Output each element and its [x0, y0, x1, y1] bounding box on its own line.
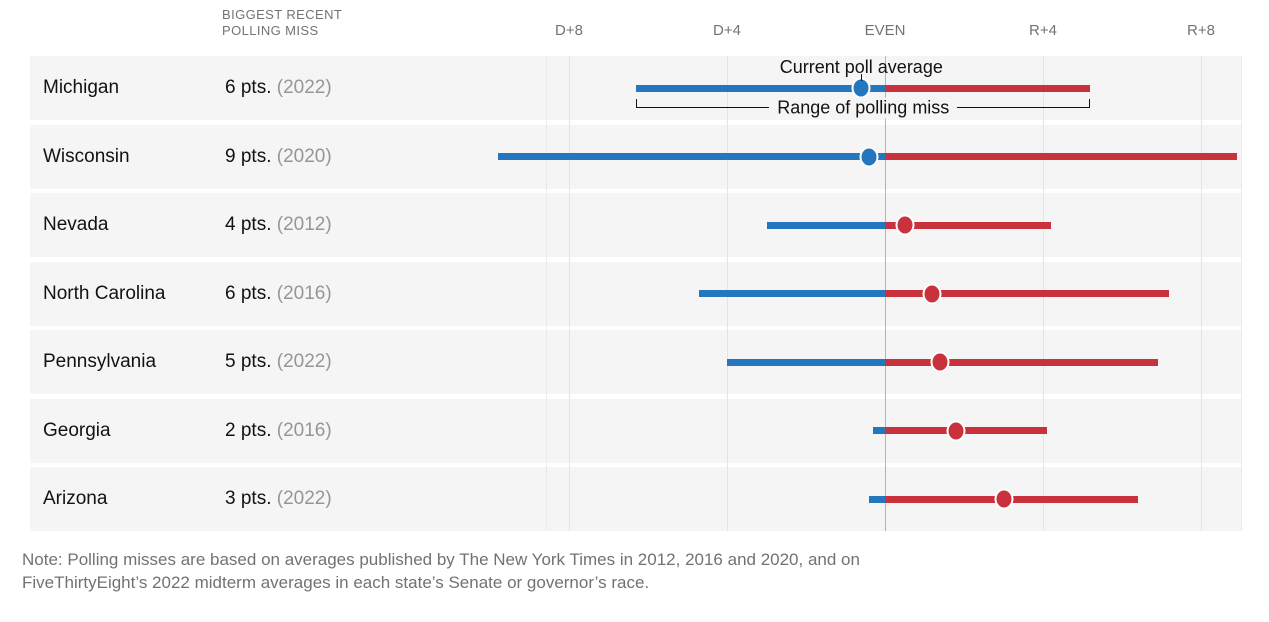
- dem-range-segment: [497, 153, 885, 160]
- state-label: Arizona: [43, 488, 108, 509]
- miss-year: (2022): [276, 488, 332, 509]
- rep-range-segment: [885, 495, 1138, 503]
- miss-points: 2 pts.: [225, 419, 272, 441]
- miss-points: 4 pts.: [225, 214, 272, 235]
- footnote: Note: Polling misses are based on averag…: [22, 548, 860, 594]
- polling-miss-label: 3 pts. (2022): [225, 488, 332, 510]
- plot-left-edge: [545, 56, 547, 531]
- bracket-left-elbow: [636, 99, 864, 108]
- rep-range-segment: [885, 153, 1237, 160]
- miss-year: (2020): [276, 145, 332, 167]
- miss-points: 6 pts.: [225, 77, 272, 98]
- dem-range-segment: [727, 358, 885, 366]
- range-annotation-label: Range of polling miss: [769, 97, 958, 119]
- poll-average-dot: [996, 490, 1011, 508]
- state-label: Georgia: [43, 419, 111, 441]
- plot-right-edge: [1240, 56, 1242, 531]
- polling-miss-label: 9 pts. (2020): [225, 146, 332, 168]
- polling-miss-label: 6 pts. (2022): [225, 77, 332, 99]
- gridline: [1200, 56, 1202, 531]
- poll-average-dot: [924, 285, 940, 302]
- poll-average-dot: [861, 148, 877, 165]
- rep-range-segment: [885, 358, 1158, 366]
- state-label: Michigan: [43, 77, 120, 98]
- miss-points: 6 pts.: [225, 282, 272, 304]
- miss-year: (2016): [276, 419, 332, 441]
- axis-tick-label: D+8: [555, 22, 583, 39]
- polling-miss-label: 4 pts. (2012): [225, 214, 332, 236]
- miss-year: (2022): [276, 77, 332, 98]
- state-label: Pennsylvania: [43, 351, 157, 372]
- dem-range-segment: [699, 290, 885, 297]
- poll-average-dot: [897, 216, 913, 234]
- state-label: North Carolina: [43, 282, 166, 304]
- poll-average-dot: [948, 422, 964, 439]
- current-poll-average-annotation: Current poll average: [779, 57, 943, 77]
- polling-miss-label: 6 pts. (2016): [225, 283, 332, 305]
- range-of-polling-miss-bracket: Range of polling miss: [636, 97, 1091, 119]
- dem-range-segment: [873, 427, 885, 434]
- miss-points: 3 pts.: [225, 488, 272, 509]
- bracket-right-elbow: [863, 99, 1091, 108]
- poll-average-dot: [932, 353, 948, 371]
- miss-year: (2012): [276, 214, 332, 235]
- footnote-line1: Note: Polling misses are based on averag…: [22, 550, 860, 569]
- polling-miss-label: 5 pts. (2022): [225, 351, 332, 373]
- column-header: BIGGEST RECENT POLLING MISS: [222, 7, 342, 39]
- state-label: Nevada: [43, 214, 109, 235]
- rep-range-segment: [885, 221, 1051, 229]
- column-header-line2: POLLING MISS: [222, 23, 319, 38]
- axis-tick-label: D+4: [713, 22, 741, 39]
- miss-year: (2016): [276, 282, 332, 304]
- rep-range-segment: [885, 290, 1170, 297]
- poll-average-dot: [853, 79, 869, 97]
- gridline: [568, 56, 570, 531]
- axis-tick-label: R+8: [1187, 22, 1215, 39]
- column-header-line1: BIGGEST RECENT: [222, 7, 343, 22]
- miss-points: 9 pts.: [225, 145, 272, 167]
- miss-year: (2022): [276, 351, 332, 372]
- footnote-line2: FiveThirtyEight’s 2022 midterm averages …: [22, 573, 650, 592]
- dem-range-segment: [766, 221, 885, 229]
- rep-range-segment: [885, 84, 1091, 92]
- axis-tick-label: R+4: [1029, 22, 1057, 39]
- dem-range-segment: [869, 495, 885, 503]
- annotation-pointer-line: [860, 74, 863, 81]
- miss-points: 5 pts.: [225, 351, 272, 372]
- state-label: Wisconsin: [43, 145, 130, 167]
- rep-range-segment: [885, 427, 1047, 434]
- dem-range-segment: [636, 84, 885, 92]
- polling-miss-label: 2 pts. (2016): [225, 420, 332, 442]
- axis-tick-label: EVEN: [864, 22, 906, 39]
